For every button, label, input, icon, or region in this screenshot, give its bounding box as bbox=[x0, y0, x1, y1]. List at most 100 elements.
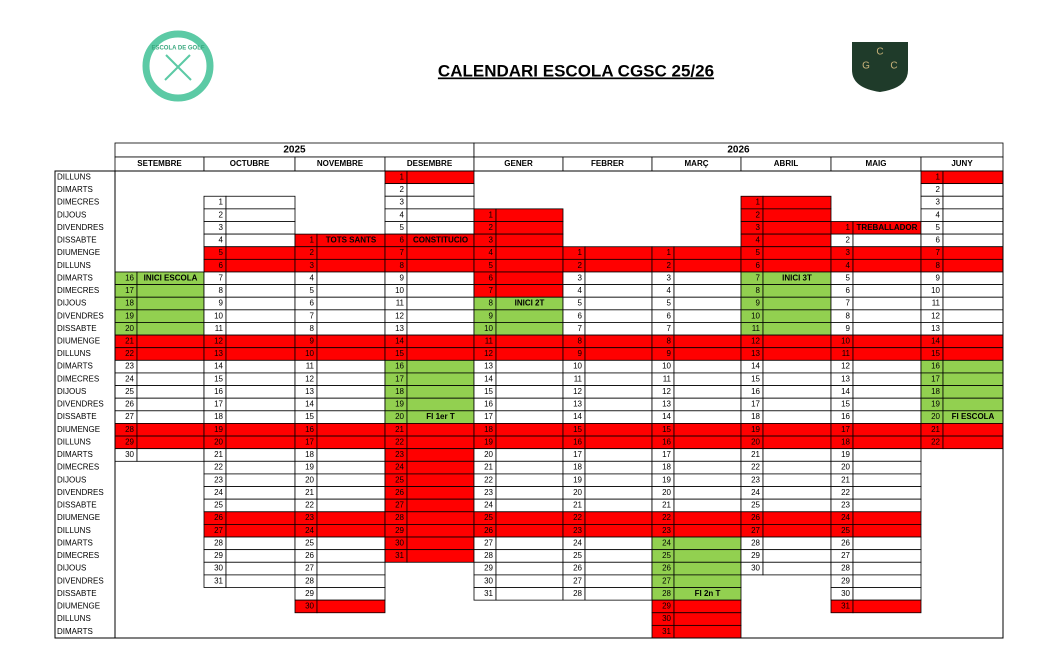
day-note-cell bbox=[762, 524, 832, 538]
day-note-cell bbox=[942, 385, 1004, 399]
weekday-label: DISSABTE bbox=[57, 412, 97, 421]
day-number: 24 bbox=[662, 538, 671, 547]
day-number: 23 bbox=[841, 501, 850, 510]
day-number: 29 bbox=[841, 576, 850, 585]
day-number: 22 bbox=[214, 463, 223, 472]
day-number: 19 bbox=[305, 463, 314, 472]
day-number: 9 bbox=[667, 349, 672, 358]
day-note-cell bbox=[852, 284, 922, 298]
day-note-cell bbox=[584, 561, 653, 576]
day-number: 26 bbox=[662, 564, 671, 573]
day-number: 13 bbox=[931, 324, 940, 333]
day-note-cell bbox=[942, 170, 1004, 185]
day-number: 8 bbox=[936, 261, 941, 270]
day-note-cell bbox=[584, 498, 653, 513]
day-note-cell bbox=[225, 397, 296, 412]
day-number: 12 bbox=[751, 337, 760, 346]
day-number: 26 bbox=[573, 564, 582, 573]
day-number: 4 bbox=[846, 261, 851, 270]
day-number: 6 bbox=[936, 236, 941, 245]
table-border bbox=[54, 170, 1004, 639]
day-number: 14 bbox=[931, 337, 940, 346]
day-note-cell bbox=[406, 448, 475, 462]
day-number: 8 bbox=[400, 261, 405, 270]
day-note-cell bbox=[942, 233, 1004, 248]
day-number: 3 bbox=[310, 261, 315, 270]
day-note-cell bbox=[316, 473, 386, 487]
day-number: 18 bbox=[395, 387, 404, 396]
day-note-cell bbox=[673, 271, 742, 285]
weekday-label: DISSABTE bbox=[57, 501, 97, 510]
day-note-cell bbox=[406, 258, 475, 273]
day-number: 26 bbox=[841, 538, 850, 547]
day-number: 17 bbox=[841, 425, 850, 434]
day-number: 30 bbox=[841, 589, 850, 598]
day-note-cell bbox=[762, 221, 832, 235]
day-number: 19 bbox=[484, 437, 493, 446]
day-number: 10 bbox=[931, 286, 940, 295]
day-note: INICI 2T bbox=[515, 299, 545, 308]
day-note-cell bbox=[316, 561, 386, 576]
day-note-cell bbox=[316, 309, 386, 323]
day-note-cell bbox=[316, 460, 386, 475]
day-note-cell bbox=[762, 435, 832, 450]
day-note-cell bbox=[316, 385, 386, 399]
day-number: 15 bbox=[573, 425, 582, 434]
day-number: 4 bbox=[400, 210, 405, 219]
day-number: 2 bbox=[936, 185, 941, 194]
day-number: 29 bbox=[305, 589, 314, 598]
day-note-cell bbox=[316, 599, 386, 614]
day-note-cell bbox=[136, 309, 205, 323]
day-number: 9 bbox=[936, 273, 941, 282]
day-number: 7 bbox=[846, 299, 851, 308]
day-number: 7 bbox=[219, 273, 224, 282]
day-number: 29 bbox=[125, 437, 134, 446]
day-note-cell bbox=[316, 423, 386, 437]
day-number: 11 bbox=[752, 324, 761, 333]
day-number: 22 bbox=[662, 513, 671, 522]
day-note-cell bbox=[225, 372, 296, 386]
day-note-cell bbox=[673, 423, 742, 437]
month-label: FEBRER bbox=[591, 159, 624, 168]
day-note-cell bbox=[316, 574, 386, 588]
day-note-cell bbox=[673, 448, 742, 462]
day-note-cell bbox=[225, 423, 296, 437]
day-note-cell bbox=[495, 233, 564, 248]
month-label: ABRIL bbox=[774, 159, 799, 168]
day-number: 21 bbox=[931, 425, 940, 434]
day-note-cell bbox=[584, 347, 653, 361]
weekday-label: DILLUNS bbox=[57, 614, 91, 623]
day-number: 10 bbox=[573, 362, 582, 371]
logo-letter: C bbox=[890, 61, 897, 72]
day-note-cell bbox=[136, 397, 205, 412]
day-note-cell bbox=[762, 561, 832, 576]
day-number: 14 bbox=[214, 362, 223, 371]
day-number: 1 bbox=[578, 248, 583, 257]
page-title: CALENDARI ESCOLA CGSC 25/26 bbox=[438, 61, 714, 80]
day-number: 16 bbox=[125, 273, 134, 282]
day-number: 22 bbox=[484, 475, 493, 484]
day-number: 12 bbox=[395, 311, 404, 320]
day-note-cell bbox=[584, 284, 653, 298]
day-note-cell bbox=[495, 423, 564, 437]
day-number: 16 bbox=[573, 437, 582, 446]
day-number: 3 bbox=[489, 236, 494, 245]
day-note-cell bbox=[406, 246, 475, 260]
day-note-cell bbox=[406, 195, 475, 210]
day-note-cell bbox=[495, 221, 564, 235]
day-number: 6 bbox=[756, 261, 761, 270]
day-note-cell bbox=[136, 359, 205, 374]
day-number: 18 bbox=[841, 437, 850, 446]
day-note-cell bbox=[406, 334, 475, 349]
day-note-cell bbox=[406, 549, 475, 563]
day-number: 30 bbox=[751, 564, 760, 573]
day-number: 3 bbox=[219, 223, 224, 232]
day-number: 2 bbox=[756, 210, 761, 219]
day-number: 13 bbox=[662, 400, 671, 409]
day-number: 27 bbox=[662, 576, 671, 585]
day-note: FI 1er T bbox=[426, 412, 455, 421]
day-note-cell bbox=[495, 561, 564, 576]
day-number: 23 bbox=[305, 513, 314, 522]
day-note-cell bbox=[584, 486, 653, 500]
